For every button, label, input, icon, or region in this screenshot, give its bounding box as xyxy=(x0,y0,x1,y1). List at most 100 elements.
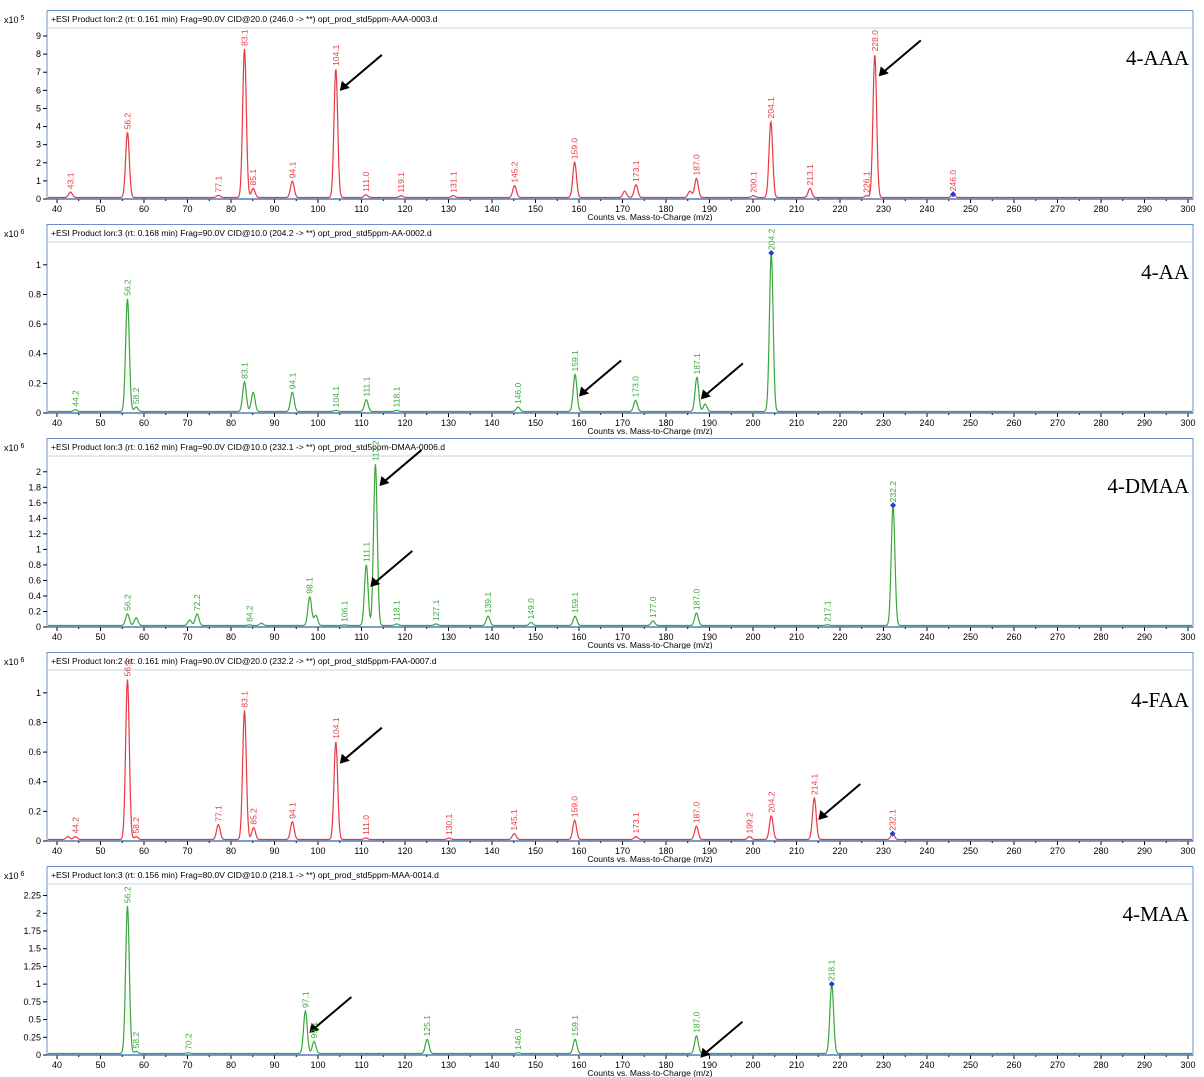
y-multiplier: x10 5 xyxy=(4,15,24,25)
y-tick-label: 1 xyxy=(36,176,41,186)
x-tick-label: 210 xyxy=(789,204,804,214)
y-tick-label: 1 xyxy=(36,260,41,270)
y-multiplier-base: x10 xyxy=(4,871,19,881)
y-tick-label: 2.25 xyxy=(23,891,41,901)
y-multiplier-base: x10 xyxy=(4,229,19,239)
x-tick-label: 160 xyxy=(571,1060,586,1070)
y-multiplier-base: x10 xyxy=(4,443,19,453)
x-tick-label: 210 xyxy=(789,846,804,856)
x-tick-label: 180 xyxy=(658,1060,673,1070)
peak-label: 199.2 xyxy=(745,812,755,834)
x-tick-label: 260 xyxy=(1006,632,1021,642)
annotation-arrow xyxy=(581,359,622,395)
x-tick-label: 290 xyxy=(1137,846,1152,856)
y-tick-label: 0 xyxy=(36,836,41,846)
peak-label: 111.1 xyxy=(361,542,371,562)
x-tick-label: 60 xyxy=(139,846,149,856)
x-tick-label: 80 xyxy=(226,418,236,428)
y-tick-label: 1.25 xyxy=(23,961,41,971)
x-tick-label: 100 xyxy=(310,418,325,428)
peak-label: 149.0 xyxy=(526,598,536,620)
x-tick-label: 270 xyxy=(1050,846,1065,856)
spectrum-panel-4-dmaa: x10 6 +ESI Product Ion:3 (rt: 0.162 min) … xyxy=(0,438,1204,649)
spectrum-trace xyxy=(48,48,1192,199)
y-multiplier-exponent: 6 xyxy=(19,657,25,664)
spectrum-header: +ESI Product Ion:3 (rt: 0.162 min) Frag=… xyxy=(51,442,445,452)
annotation-arrowhead xyxy=(339,80,350,91)
peak-label: 113.2 xyxy=(370,440,380,461)
x-tick-label: 250 xyxy=(963,204,978,214)
x-tick-label: 230 xyxy=(876,846,891,856)
x-tick-label: 160 xyxy=(571,846,586,856)
x-tick-label: 140 xyxy=(484,1060,499,1070)
x-tick-label: 300 xyxy=(1180,632,1195,642)
peak-label: 159.1 xyxy=(570,350,580,372)
x-tick-label: 150 xyxy=(528,1060,543,1070)
y-tick-label: 4 xyxy=(36,122,41,132)
annotation-arrowhead xyxy=(818,810,829,821)
precursor-marker xyxy=(889,830,896,837)
y-tick-label: 0.5 xyxy=(28,1015,41,1025)
peak-label: 145.2 xyxy=(510,161,520,183)
x-tick-label: 230 xyxy=(876,418,891,428)
x-tick-label: 300 xyxy=(1180,418,1195,428)
x-tick-label: 240 xyxy=(919,204,934,214)
x-tick-label: 80 xyxy=(226,846,236,856)
y-tick-label: 1.5 xyxy=(28,944,41,954)
x-tick-label: 90 xyxy=(269,632,279,642)
x-tick-label: 180 xyxy=(658,204,673,214)
x-tick-label: 100 xyxy=(310,846,325,856)
annotation-arrow xyxy=(342,54,383,89)
x-tick-label: 230 xyxy=(876,632,891,642)
y-tick-label: 1.75 xyxy=(23,926,41,936)
peak-label: 228.0 xyxy=(870,30,880,52)
y-tick-label: 9 xyxy=(36,31,41,41)
x-tick-label: 260 xyxy=(1006,1060,1021,1070)
x-tick-label: 200 xyxy=(745,204,760,214)
x-tick-label: 270 xyxy=(1050,632,1065,642)
peak-label: 94.1 xyxy=(287,161,297,178)
y-tick-label: 1 xyxy=(36,688,41,698)
peak-label: 139.1 xyxy=(483,592,493,614)
x-tick-label: 290 xyxy=(1137,418,1152,428)
peak-label: 187.0 xyxy=(691,802,701,824)
x-tick-label: 190 xyxy=(702,846,717,856)
peak-label: 56.2 xyxy=(122,660,132,677)
spectrum-svg: x10 6 +ESI Product Ion:3 (rt: 0.168 min) … xyxy=(4,224,1196,435)
x-tick-label: 270 xyxy=(1050,204,1065,214)
peak-label: 204.2 xyxy=(766,791,776,813)
annotation-arrow xyxy=(372,550,413,585)
y-tick-label: 7 xyxy=(36,67,41,77)
x-tick-label: 100 xyxy=(310,1060,325,1070)
x-axis-label: Counts vs. Mass-to-Charge (m/z) xyxy=(587,212,712,221)
spectrum-panel-4-aa: x10 6 +ESI Product Ion:3 (rt: 0.168 min) … xyxy=(0,224,1204,435)
peak-label: 232.1 xyxy=(888,809,898,831)
x-tick-label: 90 xyxy=(269,846,279,856)
x-tick-label: 130 xyxy=(441,632,456,642)
x-tick-label: 200 xyxy=(745,632,760,642)
x-tick-label: 270 xyxy=(1050,1060,1065,1070)
x-tick-label: 160 xyxy=(571,418,586,428)
x-tick-label: 80 xyxy=(226,204,236,214)
x-tick-label: 130 xyxy=(441,418,456,428)
y-tick-label: 0.6 xyxy=(28,747,41,757)
x-tick-label: 170 xyxy=(615,204,630,214)
annotation-arrow xyxy=(342,726,383,762)
x-tick-label: 40 xyxy=(52,204,62,214)
annotation-arrow xyxy=(703,362,744,398)
peak-label: 118.1 xyxy=(392,386,402,407)
x-tick-label: 280 xyxy=(1093,632,1108,642)
x-tick-label: 100 xyxy=(310,632,325,642)
x-tick-label: 250 xyxy=(963,846,978,856)
peak-label: 111.1 xyxy=(361,376,371,396)
peak-label: 58.2 xyxy=(131,1032,141,1049)
plot-frame xyxy=(46,438,1194,628)
x-tick-label: 50 xyxy=(95,418,105,428)
x-tick-label: 50 xyxy=(95,846,105,856)
y-tick-label: 0.2 xyxy=(28,378,41,388)
x-tick-label: 130 xyxy=(441,204,456,214)
peak-label: 187.0 xyxy=(691,1011,701,1033)
y-tick-label: 1.4 xyxy=(28,513,41,523)
x-tick-label: 170 xyxy=(615,846,630,856)
